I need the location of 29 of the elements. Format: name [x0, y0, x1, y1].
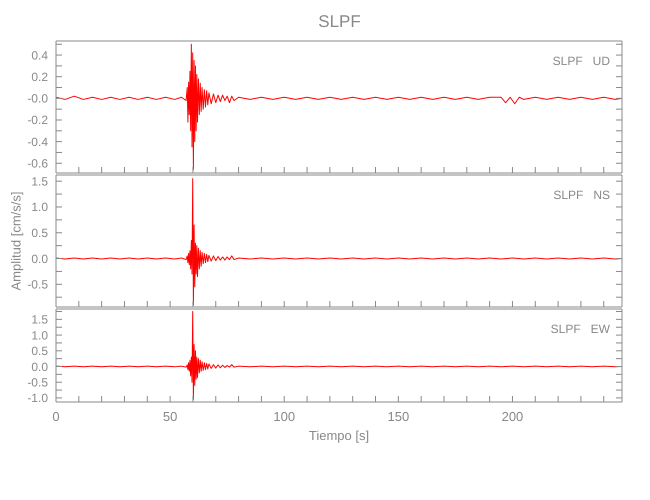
- y-tick-label: 1.5: [31, 174, 48, 188]
- x-tick-label: 150: [387, 409, 410, 424]
- y-tick-label: -0.0: [27, 92, 48, 106]
- y-tick-label: -0.5: [27, 278, 48, 292]
- x-axis-title: Tiempo [s]: [308, 428, 370, 443]
- y-tick-label: 1.0: [31, 328, 48, 342]
- y-tick-label: 0.2: [31, 70, 48, 84]
- annotation: SLPF NS: [553, 188, 610, 202]
- y-tick-label: 0.5: [31, 226, 48, 240]
- annotation: SLPF UD: [552, 54, 610, 68]
- y-tick-label: 1.5: [31, 312, 48, 327]
- y-axis-title: Amplitud [cm/s/s]: [8, 192, 24, 290]
- x-tick-label: 100: [273, 409, 296, 424]
- y-tick-label: -1.0: [27, 391, 48, 406]
- annotation: SLPF EW: [550, 322, 610, 336]
- y-tick-label: 0.4: [31, 48, 48, 62]
- y-tick-label: 0.0: [31, 360, 48, 374]
- x-tick-label: 50: [162, 409, 178, 424]
- y-tick-label: 0.0: [31, 252, 48, 266]
- x-tick-label: 200: [502, 409, 524, 424]
- y-tick-label: -0.4: [27, 134, 48, 149]
- y-tick-label: -0.2: [27, 113, 48, 128]
- y-tick-label: 1.0: [31, 200, 48, 214]
- chart-title: SLPF: [317, 12, 362, 32]
- line-series: [56, 44, 622, 170]
- x-tick-label: 0: [52, 409, 60, 424]
- y-tick-label: -0.6: [27, 156, 48, 171]
- y-tick-label: 0.5: [31, 344, 48, 358]
- y-tick-label: -0.5: [27, 375, 48, 390]
